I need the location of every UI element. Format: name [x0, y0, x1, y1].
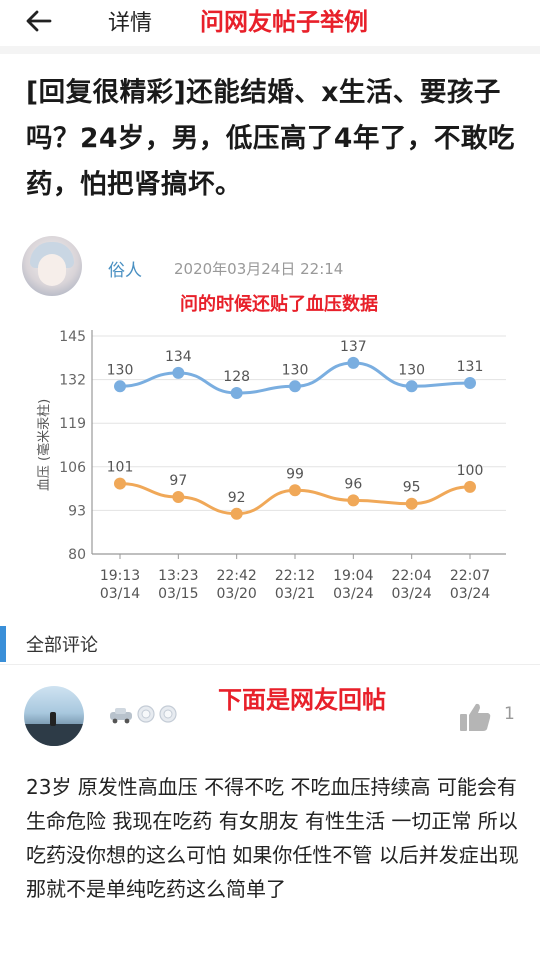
data-label: 134	[165, 349, 192, 365]
y-tick-label: 119	[59, 416, 86, 432]
data-label: 96	[344, 476, 362, 492]
data-point	[405, 380, 418, 393]
y-tick-label: 145	[59, 329, 86, 345]
y-tick-label: 106	[59, 460, 86, 476]
data-point	[464, 480, 476, 493]
x-tick-label: 03/15	[158, 586, 198, 602]
data-point	[347, 494, 360, 507]
x-tick-label: 19:04	[333, 568, 373, 584]
medal-icon	[137, 705, 155, 723]
y-tick-label: 80	[68, 547, 86, 563]
comments-title: 全部评论	[26, 635, 98, 656]
x-tick-label: 03/24	[391, 586, 431, 602]
post-title: [回复很精彩]还能结婚、x生活、要孩子吗？24岁，男，低压高了4年了，不敢吃药，…	[26, 77, 515, 200]
x-tick-label: 22:04	[391, 568, 431, 584]
medal-icon	[159, 705, 177, 723]
author-name[interactable]: 俗人	[108, 261, 142, 281]
data-label: 130	[398, 362, 425, 378]
data-label: 100	[457, 463, 484, 479]
car-badge-icon	[110, 708, 132, 724]
data-point	[405, 497, 418, 510]
like-count: 1	[504, 704, 515, 724]
author-avatar[interactable]	[22, 236, 82, 296]
chart-svg: 80 93 106 119 132 145 血压 (毫米汞柱) 19:13 03/14 13:23…	[36, 329, 506, 602]
annotation-chart: 问的时候还贴了血压数据	[180, 294, 378, 315]
data-point	[114, 380, 126, 393]
divider	[0, 46, 540, 54]
annotation-replies: 下面是网友回帖	[218, 686, 386, 714]
y-axis-label: 血压 (毫米汞柱)	[36, 399, 52, 491]
data-point	[172, 490, 185, 503]
data-point	[230, 387, 243, 400]
x-tick-label: 03/20	[216, 586, 256, 602]
data-point	[347, 356, 360, 369]
x-tick-label: 03/14	[100, 586, 140, 602]
data-point	[289, 380, 301, 393]
data-point	[114, 477, 126, 490]
post-timestamp: 2020年03月24日 22:14	[174, 260, 344, 278]
data-label: 97	[169, 473, 187, 489]
data-label: 128	[223, 369, 250, 385]
page-title: 详情	[108, 11, 153, 36]
data-label: 130	[107, 362, 134, 378]
data-point	[172, 366, 185, 379]
x-tick-label: 19:13	[100, 568, 140, 584]
comment-text: 23岁 原发性高血压 不得不吃 不吃血压持续高 可能会有生命危险 我现在吃药 有…	[26, 775, 519, 901]
annotation-header: 问网友帖子举例	[200, 8, 368, 36]
avatar-figure	[50, 712, 56, 726]
data-point	[230, 507, 243, 520]
data-point	[289, 484, 301, 497]
x-tick-label: 22:42	[216, 568, 256, 584]
x-tick-label: 03/24	[333, 586, 373, 602]
x-tick-label: 22:07	[450, 568, 490, 584]
divider	[0, 664, 540, 665]
x-tick-label: 03/21	[275, 586, 315, 602]
data-label: 92	[228, 490, 246, 506]
avatar-ground	[24, 724, 84, 746]
data-label: 131	[457, 359, 484, 375]
commenter-avatar[interactable]	[24, 686, 84, 746]
avatar-face	[38, 254, 66, 286]
data-label: 101	[107, 460, 134, 476]
top-bar: 详情 问网友帖子举例	[0, 0, 540, 44]
author-row: 俗人 2020年03月24日 22:14	[22, 236, 522, 300]
data-label: 137	[340, 339, 367, 355]
data-label: 99	[286, 466, 304, 482]
data-label: 130	[282, 362, 309, 378]
blood-pressure-chart: 80 93 106 119 132 145 血压 (毫米汞柱) 19:13 03/14 13:23…	[0, 318, 540, 608]
section-accent-bar	[0, 626, 6, 662]
data-point	[464, 376, 476, 389]
arrow-left-icon[interactable]	[24, 6, 54, 36]
x-tick-label: 03/24	[450, 586, 490, 602]
y-tick-label: 132	[59, 373, 86, 389]
user-badges	[110, 705, 177, 724]
y-tick-label: 93	[68, 503, 86, 519]
data-label: 95	[403, 480, 421, 496]
comments-header: 全部评论	[0, 626, 540, 662]
thumbs-up-icon[interactable]	[458, 700, 492, 734]
x-tick-label: 22:12	[275, 568, 315, 584]
x-tick-label: 13:23	[158, 568, 198, 584]
